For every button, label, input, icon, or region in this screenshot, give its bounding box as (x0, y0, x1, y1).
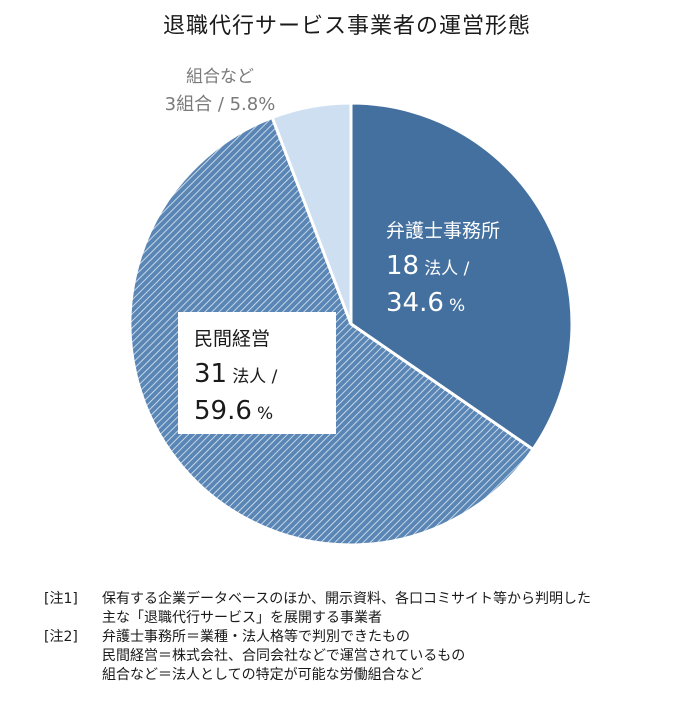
note-line: 民間経営＝株式会社、合同会社などで運営されているもの (102, 648, 466, 664)
chart-title: 退職代行サービス事業者の運営形態 (162, 14, 531, 39)
slice-label-unit: 法人 / (232, 367, 278, 387)
note-tag: [注1] (44, 591, 78, 607)
note-line: 弁護士事務所＝業種・法人格等で判別できたもの (102, 629, 410, 645)
note-line: 保有する企業データベースのほか、開示資料、各口コミサイト等から判明した (102, 591, 592, 607)
slice-label-count: 18 (386, 251, 420, 281)
slice-label-unit: 法人 / (424, 259, 470, 279)
slice-label-value: 3組合 / 5.8% (164, 94, 276, 115)
slice-label-percent: 34.6 (386, 288, 444, 318)
footnotes: [注1] 保有する企業データベースのほか、開示資料、各口コミサイト等から判明した… (44, 590, 664, 685)
slice-label-pct-sign: % (448, 296, 466, 316)
slice-label-name: 組合など (186, 67, 254, 87)
note-tag: [注2] (44, 629, 78, 645)
slice-label-count: 31 (194, 359, 228, 389)
slice-label-name: 弁護士事務所 (386, 220, 501, 242)
slice-label-name: 民間経営 (194, 328, 271, 350)
slice-label-percent: 59.6 (194, 396, 252, 426)
note-2: [注2] 弁護士事務所＝業種・法人格等で判別できたもの 民間経営＝株式会社、合同… (44, 628, 664, 685)
slice-label-bengoshi: 弁護士事務所 18 法人 / 34.6 % (386, 216, 500, 323)
pie-slice-2 (270, 101, 353, 325)
note-line: 組合など＝法人としての特定が可能な労働組合など (102, 667, 424, 683)
pie-slice-0 (349, 101, 574, 452)
pie-chart (128, 101, 574, 547)
slice-label-minkan: 民間経営 31 法人 / 59.6 % (178, 312, 336, 434)
note-line: 主な「退職代行サービス」を展開する事業者 (102, 610, 382, 626)
note-1: [注1] 保有する企業データベースのほか、開示資料、各口コミサイト等から判明した… (44, 590, 664, 628)
slice-label-kumiai: 組合など 3組合 / 5.8% (145, 62, 295, 116)
slice-label-pct-sign: % (256, 404, 274, 424)
